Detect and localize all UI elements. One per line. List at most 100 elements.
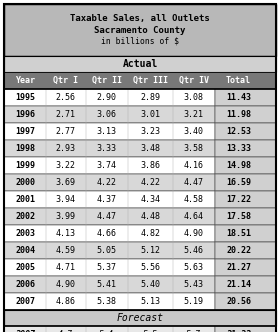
Bar (4, 56, 276, 72)
Text: 5.63: 5.63 (184, 263, 204, 272)
Text: 11.43: 11.43 (226, 93, 251, 102)
Text: Total: Total (226, 76, 251, 85)
Text: 3.99: 3.99 (56, 212, 76, 221)
Text: 3.06: 3.06 (97, 110, 117, 119)
Text: 5.12: 5.12 (140, 246, 160, 255)
Text: 4.7: 4.7 (58, 330, 73, 332)
Text: 2.89: 2.89 (140, 93, 160, 102)
Text: 5.56: 5.56 (140, 263, 160, 272)
Text: 3.21: 3.21 (184, 110, 204, 119)
Text: 3.58: 3.58 (184, 144, 204, 153)
Bar (215, 140, 276, 157)
Text: 11.98: 11.98 (226, 110, 251, 119)
Text: 4.47: 4.47 (184, 178, 204, 187)
Text: 20.56: 20.56 (226, 297, 251, 306)
Text: Qtr I: Qtr I (53, 76, 78, 85)
Text: 4.90: 4.90 (56, 280, 76, 289)
Text: 5.19: 5.19 (184, 297, 204, 306)
Text: 1997: 1997 (15, 127, 35, 136)
Text: 4.64: 4.64 (184, 212, 204, 221)
Text: 17.58: 17.58 (226, 212, 251, 221)
Text: 2001: 2001 (15, 195, 35, 204)
Bar (215, 157, 276, 174)
Bar (4, 89, 215, 106)
Text: 5.38: 5.38 (97, 297, 117, 306)
Bar (215, 259, 276, 276)
Bar (4, 72, 276, 89)
Text: 3.86: 3.86 (140, 161, 160, 170)
Bar (4, 225, 215, 242)
Text: 2000: 2000 (15, 178, 35, 187)
Text: 3.94: 3.94 (56, 195, 76, 204)
Text: 3.23: 3.23 (140, 127, 160, 136)
Text: 5.7: 5.7 (186, 330, 201, 332)
Text: 3.33: 3.33 (97, 144, 117, 153)
Text: 1995: 1995 (15, 93, 35, 102)
Text: 1998: 1998 (15, 144, 35, 153)
Text: 4.86: 4.86 (56, 297, 76, 306)
Text: 4.13: 4.13 (56, 229, 76, 238)
Text: 20.22: 20.22 (226, 246, 251, 255)
Text: 5.4: 5.4 (99, 330, 114, 332)
Bar (4, 242, 215, 259)
Text: 14.98: 14.98 (226, 161, 251, 170)
Text: 21.27: 21.27 (226, 263, 251, 272)
Text: Qtr IV: Qtr IV (179, 76, 209, 85)
Text: 2003: 2003 (15, 229, 35, 238)
Text: 4.71: 4.71 (56, 263, 76, 272)
Text: 1999: 1999 (15, 161, 35, 170)
Text: 3.69: 3.69 (56, 178, 76, 187)
Text: Year: Year (15, 76, 35, 85)
Bar (4, 174, 215, 191)
Text: 4.90: 4.90 (184, 229, 204, 238)
Text: 12.53: 12.53 (226, 127, 251, 136)
Bar (4, 310, 276, 326)
Text: 4.48: 4.48 (140, 212, 160, 221)
Text: 1996: 1996 (15, 110, 35, 119)
Bar (4, 123, 215, 140)
Bar (215, 225, 276, 242)
Text: 2.93: 2.93 (56, 144, 76, 153)
Text: 3.01: 3.01 (140, 110, 160, 119)
Text: 5.37: 5.37 (97, 263, 117, 272)
Text: 21.32: 21.32 (226, 330, 251, 332)
Text: 5.05: 5.05 (97, 246, 117, 255)
Bar (215, 106, 276, 123)
Bar (215, 242, 276, 259)
Bar (4, 191, 215, 208)
Bar (4, 208, 215, 225)
Text: 4.16: 4.16 (184, 161, 204, 170)
Bar (4, 259, 215, 276)
Text: 2.77: 2.77 (56, 127, 76, 136)
Text: 4.47: 4.47 (97, 212, 117, 221)
Text: 2007: 2007 (15, 297, 35, 306)
Text: 4.22: 4.22 (140, 178, 160, 187)
Bar (215, 276, 276, 293)
Text: 3.74: 3.74 (97, 161, 117, 170)
Text: Taxable Sales, all Outlets: Taxable Sales, all Outlets (70, 14, 210, 23)
Text: 13.33: 13.33 (226, 144, 251, 153)
Bar (215, 174, 276, 191)
Text: 2005: 2005 (15, 263, 35, 272)
Bar (215, 89, 276, 106)
Text: 5.13: 5.13 (140, 297, 160, 306)
Text: 2.56: 2.56 (56, 93, 76, 102)
Text: 4.34: 4.34 (140, 195, 160, 204)
Bar (215, 293, 276, 310)
Text: 2006: 2006 (15, 280, 35, 289)
Bar (215, 208, 276, 225)
Text: 5.41: 5.41 (97, 280, 117, 289)
Bar (4, 106, 215, 123)
Text: 5.5: 5.5 (143, 330, 158, 332)
Bar (4, 140, 215, 157)
Text: 4.82: 4.82 (140, 229, 160, 238)
Text: 4.22: 4.22 (97, 178, 117, 187)
Text: 4.59: 4.59 (56, 246, 76, 255)
Bar (4, 4, 276, 56)
Text: Forecast: Forecast (116, 313, 164, 323)
Text: 3.13: 3.13 (97, 127, 117, 136)
Text: Qtr II: Qtr II (92, 76, 122, 85)
Text: 4.37: 4.37 (97, 195, 117, 204)
Bar (4, 293, 215, 310)
Text: 2.71: 2.71 (56, 110, 76, 119)
